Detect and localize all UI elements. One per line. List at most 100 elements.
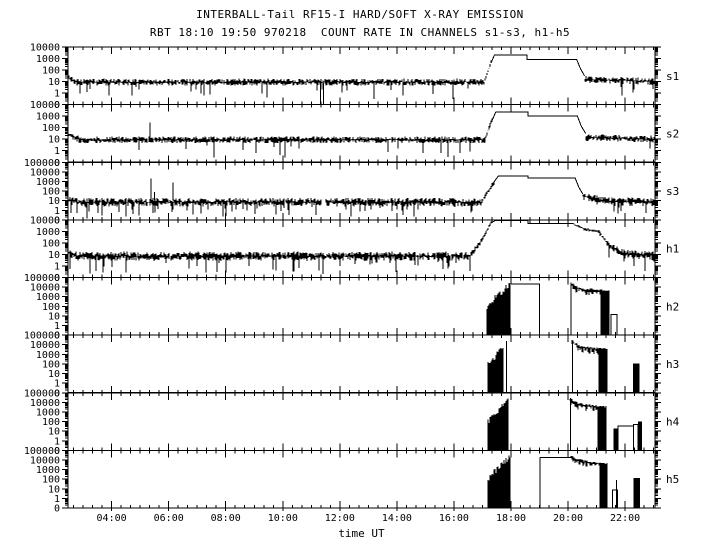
x-tick-label: 12:00 bbox=[325, 513, 355, 524]
axis-ticks-s3 bbox=[62, 161, 661, 221]
y-tick-label-s2: 10 bbox=[48, 135, 60, 146]
trace-noise-h4 bbox=[487, 398, 607, 451]
panel-frame-s3 bbox=[67, 161, 656, 221]
y-tick-label-h4: 1 bbox=[54, 436, 60, 447]
y-tick-label-h3: 1 bbox=[54, 379, 60, 390]
axis-ticks-s2 bbox=[62, 104, 661, 163]
panel-frame-h5 bbox=[67, 449, 656, 509]
chart-title: INTERBALL-Tail RF15-I HARD/SOFT X-RAY EM… bbox=[196, 8, 524, 21]
y-tick-label-s1: 10000 bbox=[30, 43, 60, 54]
y-tick-label-s1: 10 bbox=[48, 77, 60, 88]
y-tick-label-h5: 10000 bbox=[30, 456, 60, 467]
axis-ticks-s1 bbox=[62, 46, 661, 106]
y-tick-label-s3: 1000 bbox=[36, 177, 60, 188]
y-tick-label-h5: 0 bbox=[54, 504, 60, 515]
y-tick-label-s1: 1 bbox=[54, 89, 60, 100]
y-tick-label-s3: 0 bbox=[54, 215, 60, 226]
y-tick-label-h4: 100000 bbox=[24, 388, 60, 399]
trace-h1 bbox=[490, 220, 574, 224]
trace-noise-s3 bbox=[67, 181, 656, 219]
panel-frame-h3 bbox=[67, 334, 656, 394]
y-tick-label-s2: 1000 bbox=[36, 112, 60, 123]
channel-label-h5: h5 bbox=[666, 473, 679, 486]
channel-label-h3: h3 bbox=[666, 358, 679, 371]
trace-bar-h3 bbox=[633, 363, 640, 393]
trace-s2 bbox=[149, 111, 587, 138]
x-tick-label: 08:00 bbox=[211, 513, 241, 524]
channel-label-h2: h2 bbox=[666, 300, 679, 313]
x-axis-title: time UT bbox=[338, 527, 385, 540]
x-tick-label: 06:00 bbox=[154, 513, 184, 524]
y-tick-label-h2: 10000 bbox=[30, 283, 60, 294]
x-tick-label: 18:00 bbox=[496, 513, 526, 524]
trace-h4 bbox=[68, 398, 655, 451]
y-tick-label-h1: 0 bbox=[54, 273, 60, 284]
panel-frame-h4 bbox=[67, 392, 656, 451]
y-tick-label-s3: 100 bbox=[42, 187, 60, 198]
y-tick-label-h1: 1000 bbox=[36, 227, 60, 238]
y-tick-label-s3: 10000 bbox=[30, 167, 60, 178]
channel-label-s3: s3 bbox=[666, 185, 679, 198]
y-tick-label-h2: 100 bbox=[42, 302, 60, 313]
trace-h5 bbox=[68, 456, 655, 509]
y-tick-label-h3: 10 bbox=[48, 369, 60, 380]
y-tick-label-s3: 100000 bbox=[24, 158, 60, 169]
trace-noise-h1 bbox=[67, 221, 656, 274]
y-tick-label-h2: 100000 bbox=[24, 273, 60, 284]
trace-h3 bbox=[68, 340, 655, 394]
y-tick-label-h3: 10000 bbox=[30, 340, 60, 351]
trace-h2 bbox=[68, 282, 655, 336]
channel-label-s2: s2 bbox=[666, 127, 679, 140]
channel-label-h1: h1 bbox=[666, 243, 679, 256]
axis-ticks-h1 bbox=[62, 219, 661, 278]
y-tick-label-h2: 10 bbox=[48, 311, 60, 322]
x-tick-label: 14:00 bbox=[382, 513, 412, 524]
x-tick-label: 20:00 bbox=[553, 513, 583, 524]
axis-ticks-h5 bbox=[62, 449, 661, 511]
x-tick-label: 10:00 bbox=[268, 513, 298, 524]
y-tick-label-h5: 10 bbox=[48, 484, 60, 495]
trace-noise-h3 bbox=[487, 340, 608, 393]
trace-s3 bbox=[150, 175, 584, 201]
y-tick-label-h4: 10000 bbox=[30, 398, 60, 409]
trace-s1 bbox=[320, 54, 585, 105]
y-tick-label-h5: 1 bbox=[54, 494, 60, 505]
axis-ticks-h3 bbox=[62, 334, 661, 394]
axis-ticks-h4 bbox=[62, 392, 661, 451]
y-tick-label-h3: 100 bbox=[42, 359, 60, 370]
y-tick-label-h2: 0 bbox=[54, 331, 60, 342]
x-tick-label: 16:00 bbox=[439, 513, 469, 524]
y-tick-label-h4: 100 bbox=[42, 417, 60, 428]
y-tick-label-h4: 10 bbox=[48, 427, 60, 438]
y-tick-label-h5: 100000 bbox=[24, 446, 60, 457]
x-tick-label: 04:00 bbox=[97, 513, 127, 524]
y-tick-label-h1: 10000 bbox=[30, 215, 60, 226]
y-tick-label-s2: 0 bbox=[54, 158, 60, 169]
y-tick-label-h2: 1000 bbox=[36, 292, 60, 303]
y-tick-label-h5: 1000 bbox=[36, 465, 60, 476]
x-tick-label: 22:00 bbox=[610, 513, 640, 524]
trace-noise-s2 bbox=[67, 118, 656, 158]
trace-bar-h4 bbox=[613, 428, 619, 451]
y-tick-label-s3: 10 bbox=[48, 196, 60, 207]
trace-noise-s1 bbox=[67, 60, 656, 100]
trace-bar-h4 bbox=[637, 421, 643, 451]
channel-label-s1: s1 bbox=[666, 70, 679, 83]
trace-noise-h2 bbox=[486, 282, 610, 336]
y-tick-label-s3: 1 bbox=[54, 206, 60, 217]
y-tick-label-s1: 100 bbox=[42, 66, 60, 77]
y-tick-label-s2: 100 bbox=[42, 123, 60, 134]
panel-frame-s2 bbox=[67, 104, 656, 163]
y-tick-label-h4: 0 bbox=[54, 446, 60, 457]
chart-subtitle: RBT 18:10 19:50 970218 COUNT RATE IN CHA… bbox=[149, 26, 571, 39]
y-tick-label-s2: 1 bbox=[54, 146, 60, 157]
axis-ticks-h2 bbox=[62, 277, 661, 336]
trace-noise-h5 bbox=[487, 455, 608, 508]
y-tick-label-h1: 10 bbox=[48, 250, 60, 261]
trace-bar-h5 bbox=[633, 478, 640, 508]
y-tick-label-h3: 100000 bbox=[24, 331, 60, 342]
y-tick-label-h3: 1000 bbox=[36, 350, 60, 361]
panel-frame-h1 bbox=[67, 219, 656, 278]
